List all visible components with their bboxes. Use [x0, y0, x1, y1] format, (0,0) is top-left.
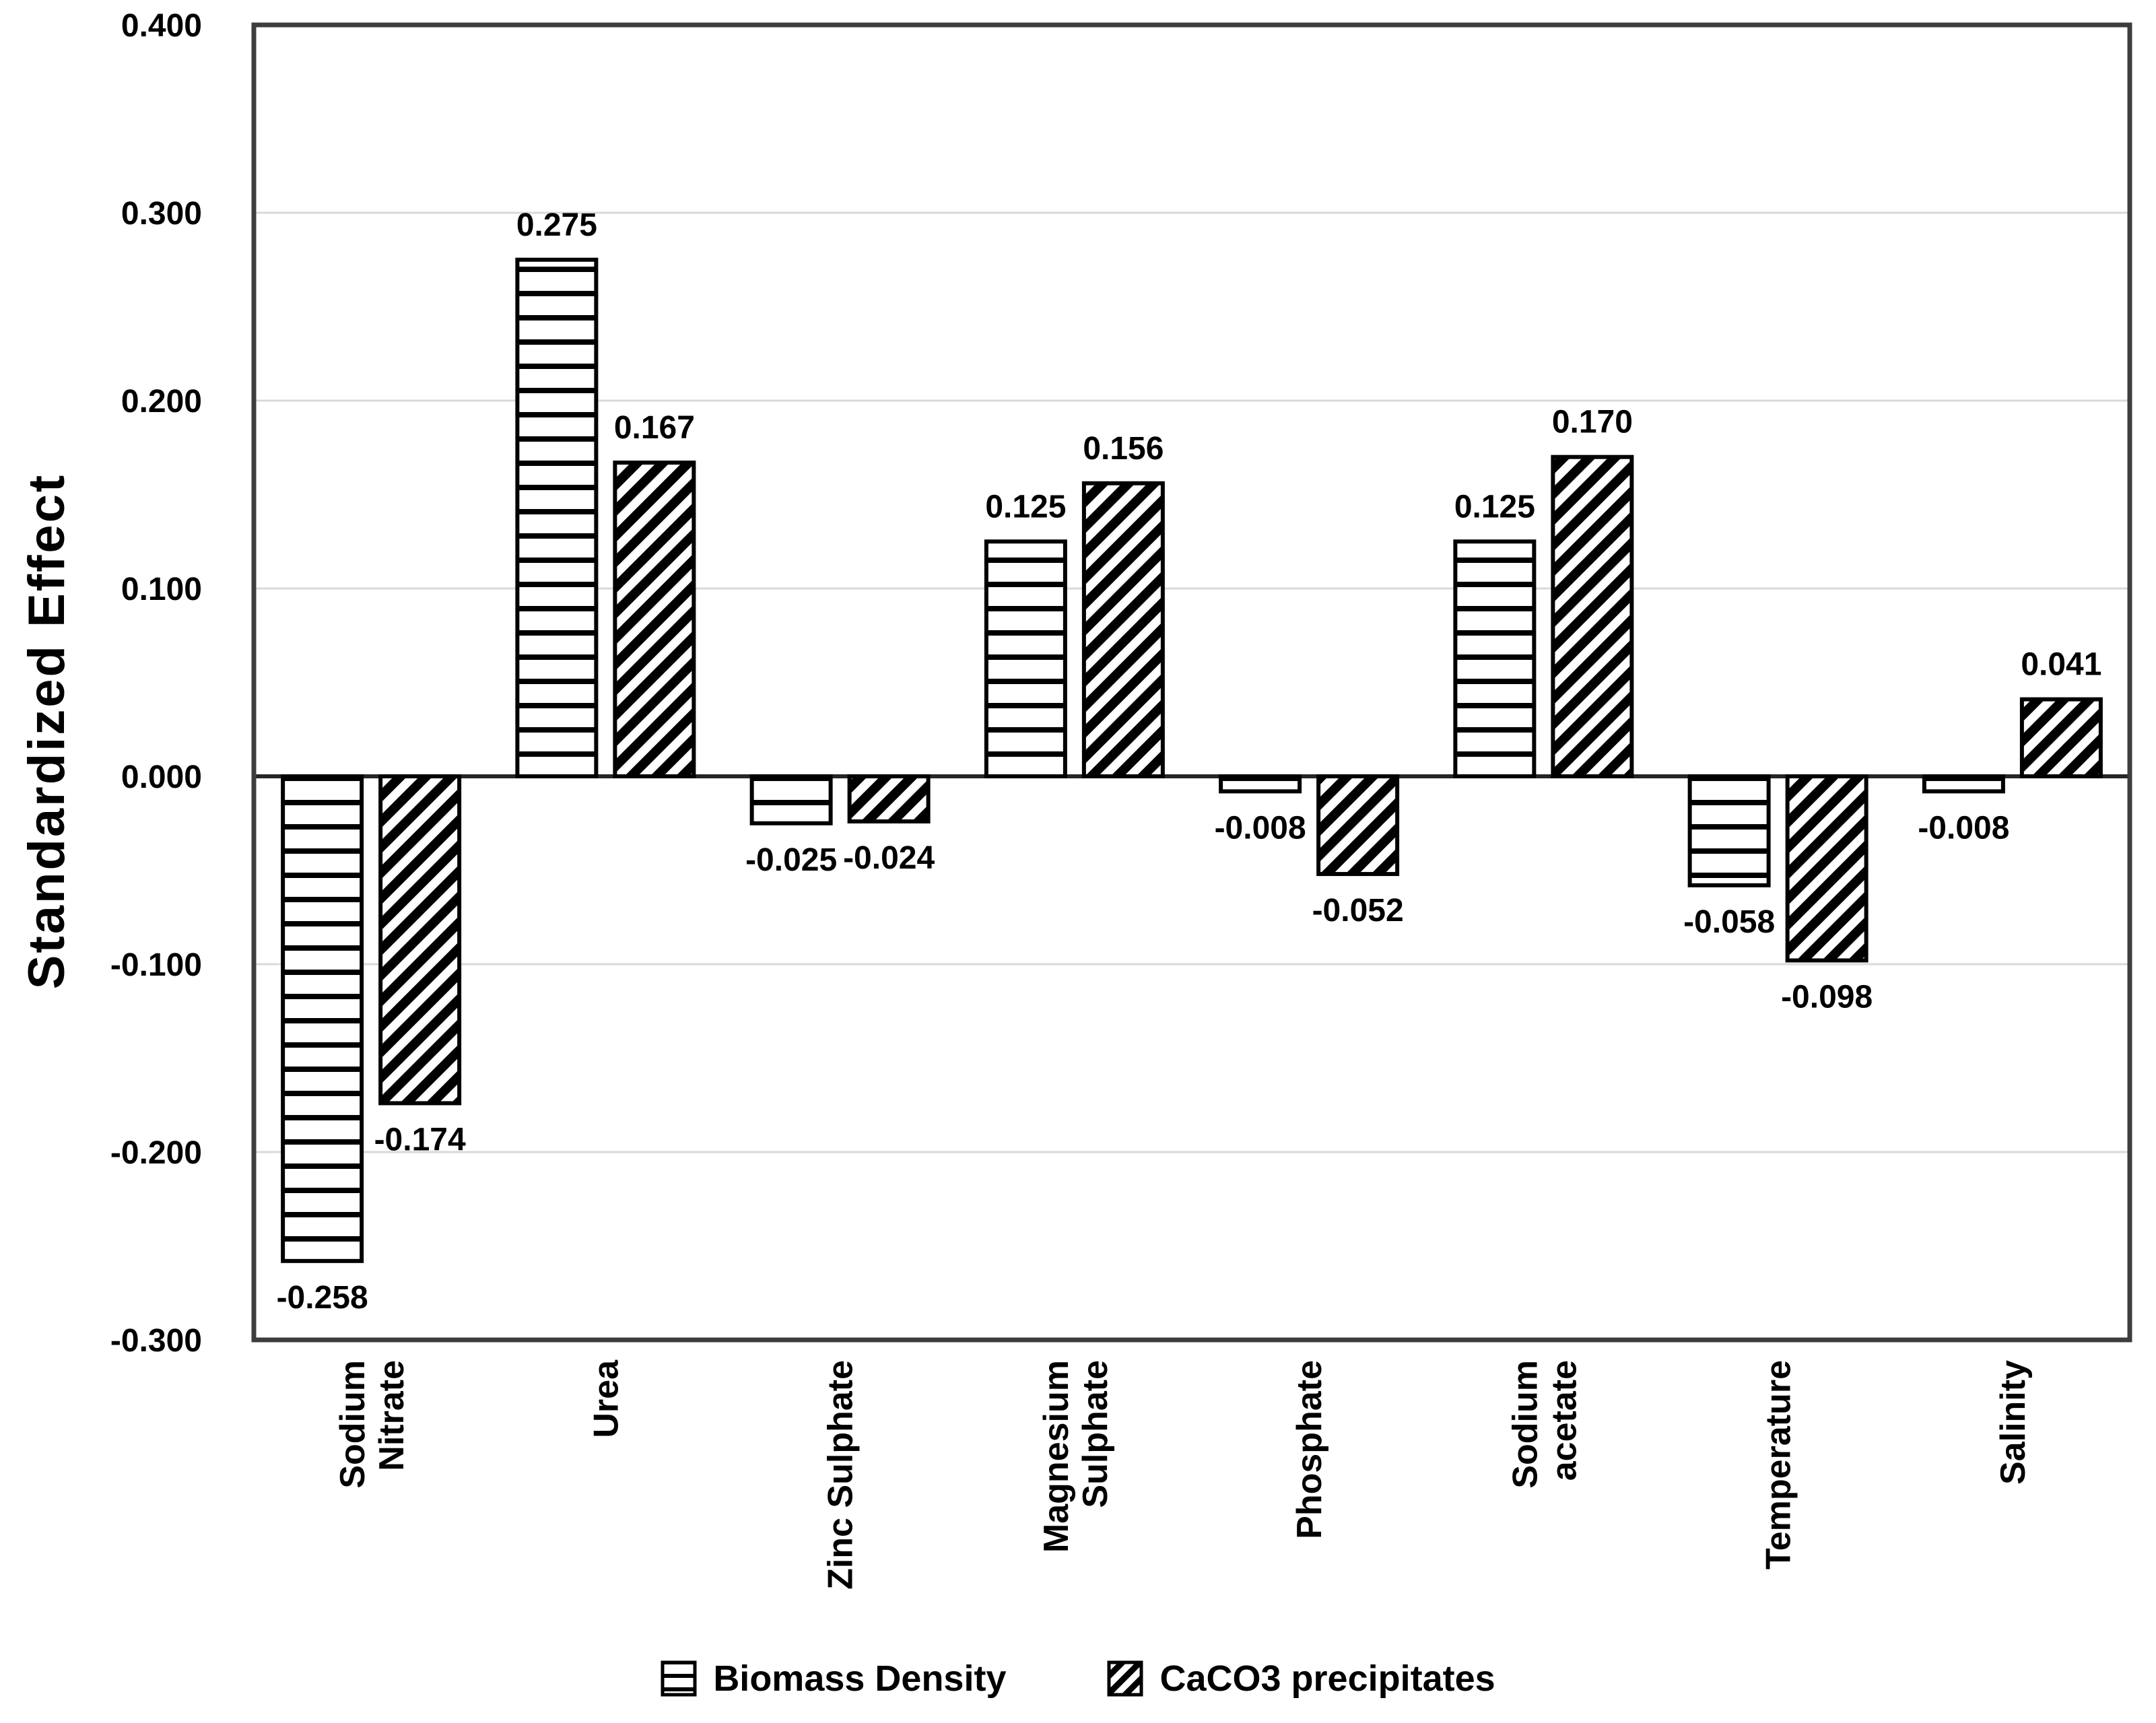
- bar-caco3-precipitates: [1785, 774, 1868, 963]
- y-tick-label: 0.300: [121, 196, 202, 232]
- data-label: -0.098: [1781, 979, 1873, 1015]
- legend-item-biomass-density: Biomass Density: [661, 1658, 1006, 1699]
- y-tick-label: -0.100: [110, 947, 202, 983]
- y-tick-label: 0.400: [121, 8, 202, 44]
- bar-caco3-precipitates: [613, 461, 696, 778]
- bar-biomass-density: [515, 257, 599, 778]
- data-label: -0.024: [843, 840, 935, 876]
- caco3-precipitates-swatch-icon: [1107, 1660, 1143, 1697]
- x-category-label: MagnesiumSulphate: [1037, 1360, 1115, 1553]
- legend: Biomass Density CaCO3 precipitates: [0, 1642, 2156, 1716]
- legend-label-caco3-precipitates: CaCO3 precipitates: [1159, 1658, 1495, 1699]
- bar-biomass-density: [749, 774, 833, 825]
- plot-border: [251, 22, 2132, 1343]
- bars: [281, 257, 2103, 1263]
- legend-label-biomass-density: Biomass Density: [713, 1658, 1007, 1699]
- data-label: -0.258: [277, 1280, 368, 1316]
- data-label: 0.125: [985, 489, 1066, 525]
- x-category-label: Sodiumacetate: [1506, 1360, 1584, 1489]
- data-labels: -0.174 0.167 -0.024 0.156 -0.052 0.170 -0.098 0…: [277, 207, 2102, 1316]
- x-category-label: Urea: [586, 1359, 626, 1438]
- bar-biomass-density: [1453, 539, 1537, 778]
- bar-caco3-precipitates: [1551, 454, 1634, 778]
- data-label: -0.008: [1918, 810, 2009, 846]
- y-tick-label: -0.200: [110, 1135, 202, 1171]
- data-label: -0.058: [1683, 904, 1775, 940]
- data-label: 0.275: [516, 207, 597, 243]
- data-label: -0.174: [374, 1122, 466, 1157]
- y-tick-label: 0.200: [121, 384, 202, 419]
- legend-item-caco3-precipitates: CaCO3 precipitates: [1107, 1658, 1495, 1699]
- bar-biomass-density: [1219, 774, 1302, 794]
- data-label: -0.008: [1215, 810, 1306, 846]
- x-category-label: Salinity: [1994, 1360, 2033, 1485]
- bar-caco3-precipitates: [378, 774, 462, 1106]
- bar-caco3-precipitates: [2019, 697, 2103, 778]
- y-tick-label: 0.100: [121, 572, 202, 607]
- y-tick-labels: 0.400 0.300 0.200 0.100 0.000 -0.100 -0.200 -0.…: [110, 8, 202, 1359]
- bar-caco3-precipitates: [1316, 774, 1400, 877]
- x-category-label: Phosphate: [1290, 1360, 1329, 1539]
- y-axis-title: Standardized Effect: [18, 473, 75, 990]
- data-label: 0.170: [1552, 405, 1633, 440]
- data-label: 0.156: [1083, 431, 1164, 467]
- x-category-label: Zinc Sulphate: [821, 1360, 861, 1590]
- bar-biomass-density: [984, 539, 1067, 778]
- bar-biomass-density: [1687, 774, 1771, 887]
- bar-caco3-precipitates: [847, 774, 931, 823]
- x-category-label: SodiumNitrate: [333, 1360, 411, 1489]
- data-label: 0.125: [1454, 489, 1535, 525]
- plot-border: [251, 22, 2132, 1343]
- x-category-label: Temperature: [1759, 1360, 1798, 1569]
- y-tick-label: 0.000: [121, 759, 202, 795]
- y-tick-label: -0.300: [110, 1323, 202, 1359]
- data-label: -0.025: [745, 842, 837, 878]
- data-label: 0.041: [2021, 647, 2101, 683]
- biomass-density-swatch-icon: [661, 1660, 697, 1697]
- x-category-labels: SodiumNitrate Urea Zinc Sulphate MagnesiumS…: [333, 1359, 2033, 1590]
- bar-caco3-precipitates: [1081, 481, 1165, 778]
- data-label: -0.052: [1312, 893, 1404, 928]
- data-label: 0.167: [614, 410, 695, 446]
- bar-biomass-density: [281, 774, 364, 1263]
- bar-biomass-density: [1922, 774, 2005, 794]
